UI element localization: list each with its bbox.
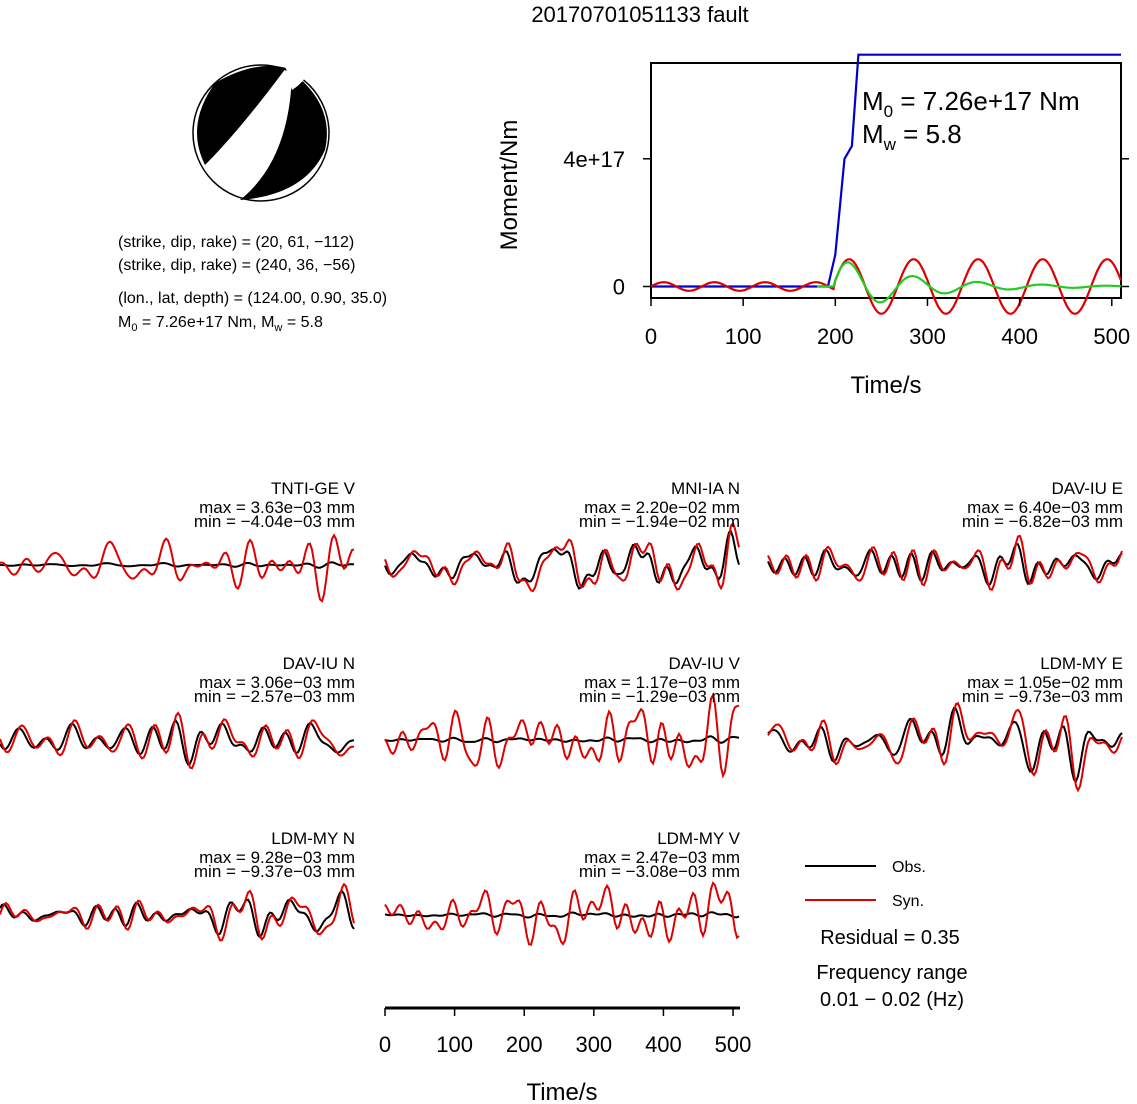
- moment-series-1: [650, 258, 1123, 315]
- moment-axes: 0 100 200 300 400 500 0 4e+17: [563, 147, 1130, 349]
- waveform-xtick-label-4: 400: [645, 1032, 682, 1057]
- min-amplitude-label: min = −6.82e−03 mm: [962, 512, 1123, 531]
- moment-xtick-label-4: 400: [1001, 324, 1038, 349]
- nodal-plane-1: (strike, dip, rake) = (20, 61, −112): [118, 234, 354, 251]
- min-amplitude-label: min = −2.57e−03 mm: [194, 687, 355, 706]
- waveform-syn-trace: [384, 881, 740, 946]
- waveform-syn-trace: [0, 711, 355, 770]
- moment-annotation: M0 = 7.26e+17 Nm Mw = 5.8: [862, 86, 1080, 154]
- waveform-obs-trace: [0, 561, 355, 569]
- max-amplitude-label: max = 9.28e−03 mm: [199, 848, 355, 867]
- hypocenter-location: (lon., lat, depth) = (124.00, 0.90, 35.0…: [118, 290, 387, 307]
- moment-xtick-label-1: 100: [725, 324, 762, 349]
- residual-text: Residual = 0.35: [820, 927, 960, 949]
- moment-series-2: [816, 261, 1122, 304]
- waveform-xtick-label-3: 300: [575, 1032, 612, 1057]
- moment-series-group: [650, 53, 1123, 315]
- moment-xtick-label-2: 200: [817, 324, 854, 349]
- moment-magnitude-summary: M0 = 7.26e+17 Nm, Mw = 5.8: [118, 314, 323, 334]
- station-label: DAV-IU V: [669, 654, 741, 673]
- max-amplitude-label: max = 3.06e−03 mm: [199, 673, 355, 692]
- max-amplitude-label: max = 1.05e−02 mm: [967, 673, 1123, 692]
- min-amplitude-label: min = −9.37e−03 mm: [194, 862, 355, 881]
- max-amplitude-label: max = 6.40e−03 mm: [967, 498, 1123, 517]
- moment-plot-frame: [650, 62, 1122, 299]
- station-label: LDM-MY N: [271, 829, 355, 848]
- waveform-obs-trace: [384, 911, 740, 919]
- waveform-xtick-label-1: 100: [436, 1032, 473, 1057]
- min-amplitude-label: min = −1.29e−03 mm: [579, 687, 740, 706]
- moment-xtick-label-3: 300: [909, 324, 946, 349]
- station-label: DAV-IU N: [283, 654, 355, 673]
- station-label: MNI-IA N: [671, 479, 740, 498]
- min-amplitude-label: min = −9.73e−03 mm: [962, 687, 1123, 706]
- waveform-obs-trace: [384, 530, 740, 590]
- nodal-plane-2: (strike, dip, rake) = (240, 36, −56): [118, 257, 355, 274]
- moment-ytick-label-0: 0: [613, 275, 625, 300]
- station-label: LDM-MY V: [657, 829, 740, 848]
- legend: Obs. Syn.: [805, 859, 926, 910]
- waveform-xlabel: Time/s: [526, 1079, 597, 1104]
- moment-ytick-label-1: 4e+17: [563, 147, 625, 172]
- moment-xlabel: Time/s: [850, 372, 921, 399]
- mechanism-parameters: (strike, dip, rake) = (20, 61, −112) (st…: [118, 234, 387, 334]
- frequency-range-value: 0.01 − 0.02 (Hz): [820, 989, 964, 1011]
- waveform-syn-trace: [767, 534, 1123, 591]
- m0-annotation: M0 = 7.26e+17 Nm: [862, 86, 1080, 121]
- max-amplitude-label: max = 1.17e−03 mm: [584, 673, 740, 692]
- figure-title: 20170701051133 fault: [531, 2, 748, 27]
- waveform-xtick-label-5: 500: [715, 1032, 752, 1057]
- waveform-syn-trace: [0, 882, 355, 942]
- waveform-xtick-label-0: 0: [379, 1032, 391, 1057]
- waveform-syn-trace: [767, 702, 1123, 793]
- moment-xtick-label-0: 0: [645, 324, 657, 349]
- frequency-range-label: Frequency range: [816, 962, 967, 984]
- max-amplitude-label: max = 3.63e−03 mm: [199, 498, 355, 517]
- min-amplitude-label: min = −4.04e−03 mm: [194, 512, 355, 531]
- max-amplitude-label: max = 2.20e−02 mm: [584, 498, 740, 517]
- moment-ylabel: Moment/Nm: [496, 120, 523, 251]
- waveform-syn-trace: [0, 533, 355, 603]
- max-amplitude-label: max = 2.47e−03 mm: [584, 848, 740, 867]
- focal-mechanism-beachball: [192, 64, 330, 202]
- station-label: DAV-IU E: [1052, 479, 1123, 498]
- waveform-syn-trace: [384, 521, 740, 593]
- mw-annotation: Mw = 5.8: [862, 119, 962, 154]
- moment-series-0: [651, 53, 1121, 288]
- waveform-obs-trace: [0, 889, 355, 939]
- station-label: LDM-MY E: [1040, 654, 1123, 673]
- waveform-time-axis: 0 100 200 300 400 500: [379, 1006, 752, 1057]
- waveform-syn-trace: [384, 692, 740, 779]
- min-amplitude-label: min = −3.08e−03 mm: [579, 862, 740, 881]
- min-amplitude-label: min = −1.94e−02 mm: [579, 512, 740, 531]
- legend-syn-label: Syn.: [892, 893, 924, 910]
- waveform-xtick-label-2: 200: [506, 1032, 543, 1057]
- waveform-obs-trace: [767, 706, 1123, 783]
- moment-xtick-label-5: 500: [1093, 324, 1130, 349]
- station-label: TNTI-GE V: [271, 479, 356, 498]
- legend-obs-label: Obs.: [892, 859, 926, 876]
